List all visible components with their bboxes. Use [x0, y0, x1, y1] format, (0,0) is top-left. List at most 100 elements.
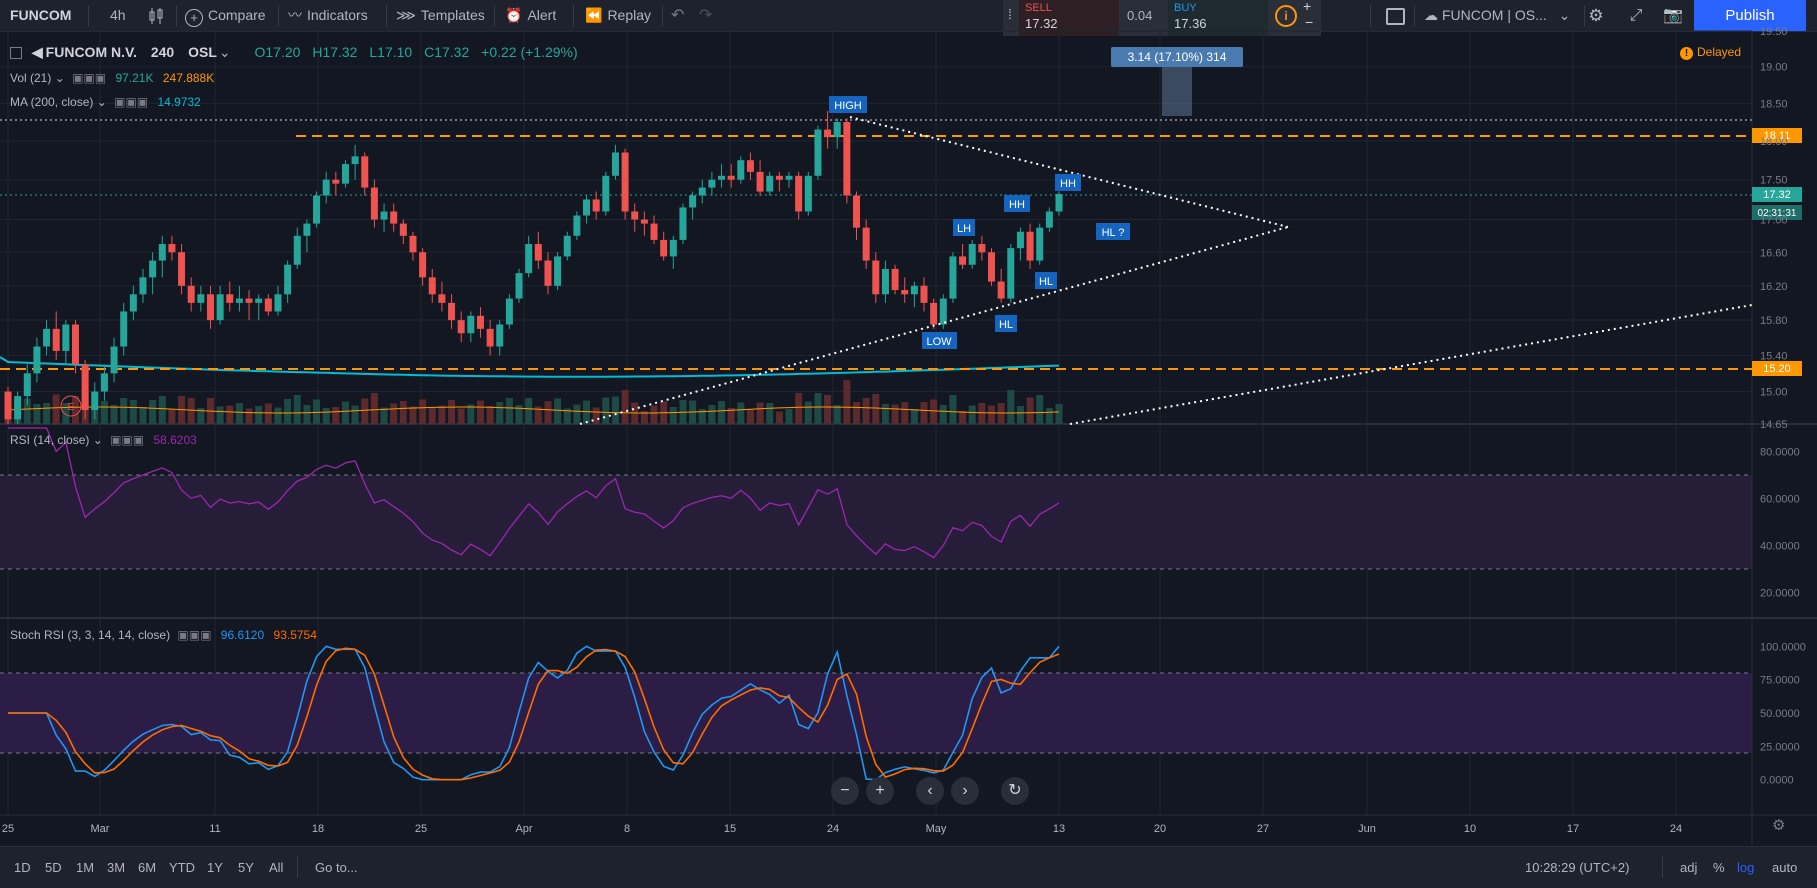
plus-icon[interactable]: +: [1303, 0, 1312, 14]
alert-button[interactable]: ⏰ Alert: [505, 0, 556, 31]
layout-menu-button[interactable]: ☁ FUNCOM | OS... ⌄: [1424, 0, 1570, 31]
candle-body: [833, 122, 841, 138]
range-button[interactable]: 3M: [107, 860, 126, 875]
time-tick-label: Mar: [91, 823, 110, 835]
chart-canvas[interactable]: 18.11 17.32 02:31:31 15.20 HIGH LOW LH H…: [0, 0, 1817, 846]
reset-chart-button[interactable]: ↻: [1001, 777, 1029, 805]
measure-label: 3.14 (17.10%) 314: [1128, 50, 1227, 64]
hh-label-box[interactable]: [1004, 195, 1030, 212]
volume-legend[interactable]: Vol (21) ⌄ ▣▣▣ 97.21K 247.888K: [10, 71, 214, 85]
range-button[interactable]: All: [269, 860, 284, 875]
indicators-button[interactable]: 〰 Indicators: [288, 0, 368, 31]
earnings-marker-label: E: [68, 402, 75, 413]
volume-bar: [669, 407, 677, 424]
candle-body: [602, 175, 610, 212]
candle-body: [949, 256, 957, 299]
indicator-settings-icons[interactable]: ▣▣▣: [72, 71, 107, 85]
layout-name: FUNCOM | OS...: [1442, 7, 1547, 23]
undo-icon[interactable]: ↶: [671, 7, 685, 24]
rsi-tick-label: 20.0000: [1760, 588, 1800, 600]
fullscreen-square-icon[interactable]: [1386, 0, 1405, 31]
log-toggle[interactable]: log: [1737, 860, 1755, 875]
symbol-search-button[interactable]: FUNCOM: [10, 7, 72, 23]
camera-icon[interactable]: 📷: [1663, 7, 1683, 24]
volume-bar: [313, 399, 321, 424]
zoom-out-button[interactable]: −: [831, 777, 859, 805]
candle-body: [515, 273, 523, 299]
range-button[interactable]: 5D: [45, 860, 62, 875]
candle-body: [689, 195, 697, 208]
candle-body: [881, 268, 889, 295]
range-button[interactable]: 1Y: [207, 860, 223, 875]
volume-bar: [428, 408, 436, 424]
price-axis: 19.50 19.00 18.50 18.00 17.50 17.00 16.60 16.20…: [1760, 26, 1806, 787]
sell-button[interactable]: SELL 17.32: [1019, 0, 1119, 36]
candle-body: [428, 277, 436, 295]
delayed-badge[interactable]: ! Delayed: [1680, 45, 1741, 60]
cloud-icon: ☁: [1424, 7, 1438, 23]
range-button[interactable]: YTD: [169, 860, 195, 875]
chevron-down-icon[interactable]: ⌄: [218, 44, 231, 60]
collapse-icon[interactable]: [10, 47, 22, 60]
indicator-settings-icons[interactable]: ▣▣▣: [110, 433, 145, 447]
hh-label-box[interactable]: [1055, 174, 1081, 191]
auto-toggle[interactable]: auto: [1772, 860, 1798, 875]
range-button[interactable]: 1D: [14, 860, 31, 875]
sell-buy-widget: ⁞ SELL 17.32 0.04 BUY 17.36 i + −: [1003, 0, 1321, 36]
lower-trendline[interactable]: [579, 226, 1289, 425]
scroll-right-button[interactable]: ›: [951, 777, 979, 805]
indicator-settings-icons[interactable]: ▣▣▣: [177, 628, 212, 642]
candle-body: [968, 244, 976, 265]
hl-label-box[interactable]: [995, 315, 1017, 332]
measure-box[interactable]: [1162, 62, 1192, 116]
volume-bar: [33, 404, 41, 424]
long-trendline[interactable]: [1069, 304, 1753, 425]
range-button[interactable]: 1M: [76, 860, 95, 875]
replay-button[interactable]: ⏪ Replay: [585, 0, 651, 31]
goto-button[interactable]: Go to...: [315, 860, 358, 875]
adj-toggle[interactable]: adj: [1680, 860, 1698, 875]
volume-bar: [1016, 406, 1024, 424]
candle-body: [129, 294, 137, 312]
gear-icon[interactable]: ⚙: [1772, 817, 1786, 834]
clock-display[interactable]: 10:28:29 (UTC+2): [1525, 860, 1630, 875]
time-tick-label: 17: [1567, 823, 1579, 835]
candle-body: [978, 244, 986, 253]
range-button[interactable]: 5Y: [238, 860, 254, 875]
hl-question-box[interactable]: [1096, 223, 1130, 240]
low-label-box[interactable]: [922, 332, 957, 349]
buy-button[interactable]: BUY 17.36: [1168, 0, 1268, 36]
hl-label-box[interactable]: [1035, 272, 1057, 289]
gear-icon[interactable]: ⚙: [1588, 6, 1604, 25]
high-label-box[interactable]: [829, 96, 867, 113]
percent-toggle[interactable]: %: [1713, 860, 1725, 875]
candles-icon[interactable]: [148, 0, 164, 31]
interval-button[interactable]: 4h: [110, 7, 126, 23]
zoom-in-button[interactable]: +: [866, 777, 894, 805]
info-icon[interactable]: i: [1275, 5, 1297, 27]
toolbar-divider: [494, 5, 495, 26]
stoch-legend[interactable]: Stoch RSI (3, 3, 14, 14, close) ▣▣▣ 96.6…: [10, 628, 317, 642]
volume-bar: [322, 408, 330, 424]
resistance-price-tag: [1752, 128, 1802, 143]
volume-bar: [1026, 397, 1034, 424]
measure-label-box[interactable]: [1111, 47, 1243, 67]
lh-label-box[interactable]: [953, 219, 975, 236]
indicator-settings-icons[interactable]: ▣▣▣: [114, 95, 149, 109]
range-button[interactable]: 6M: [138, 860, 157, 875]
earnings-marker[interactable]: [60, 395, 82, 417]
scroll-left-button[interactable]: ‹: [916, 777, 944, 805]
fullscreen-icon[interactable]: ⤢: [1629, 7, 1643, 24]
redo-icon[interactable]: ↷: [699, 7, 713, 24]
rsi-legend[interactable]: RSI (14, close) ⌄ ▣▣▣ 58.6203: [10, 433, 197, 447]
volume-bar: [872, 394, 880, 424]
upper-trendline[interactable]: [849, 116, 1289, 228]
high-value: H17.32: [312, 44, 358, 60]
volume-bar: [814, 393, 822, 424]
ma-legend[interactable]: MA (200, close) ⌄ ▣▣▣ 14.9732: [10, 95, 201, 109]
drag-handle-icon[interactable]: ⁞: [1008, 6, 1012, 22]
compare-button[interactable]: + Compare: [185, 0, 266, 31]
minus-icon[interactable]: −: [1305, 14, 1314, 30]
publish-button[interactable]: Publish: [1694, 0, 1806, 31]
templates-button[interactable]: ⋙ Templates: [396, 0, 485, 31]
